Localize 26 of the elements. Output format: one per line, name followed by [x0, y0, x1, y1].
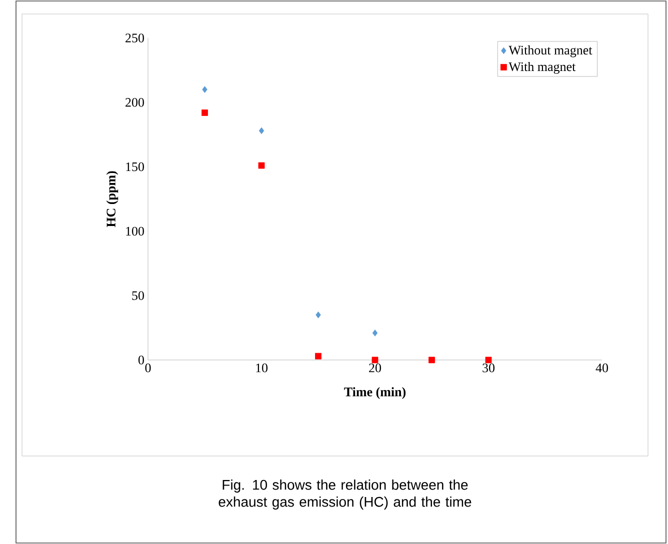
y-tick-label: 200 [126, 98, 144, 107]
x-tick-label: 0 [145, 364, 151, 372]
caption: Fig. 10 shows the relation between the exhaust gas emission (HC) and the time [218, 480, 472, 510]
x-tick-label: 40 [596, 364, 608, 372]
y-axis-title: HC (ppm) [106, 171, 118, 228]
point [258, 162, 265, 169]
y-tick-label: 250 [126, 34, 144, 42]
y-tick-label: 0 [138, 356, 144, 364]
point [315, 352, 322, 360]
point [258, 127, 264, 134]
y-tick-label: 150 [126, 162, 144, 172]
x-tick-label: 20 [369, 364, 382, 372]
point [202, 86, 208, 93]
y-tick-label: 100 [126, 226, 144, 236]
point [485, 356, 492, 364]
x-axis-title: Time (min) [344, 387, 406, 399]
x-tick-label: 10 [256, 364, 268, 372]
point [372, 330, 378, 336]
legend-label: With magnet [508, 62, 576, 74]
point [316, 312, 321, 318]
point [428, 356, 435, 364]
y-tick-label: 50 [132, 291, 144, 300]
x-tick-label: 30 [482, 364, 495, 372]
point [372, 356, 378, 364]
point [202, 110, 208, 116]
legend-label: Without magnet [508, 45, 592, 58]
